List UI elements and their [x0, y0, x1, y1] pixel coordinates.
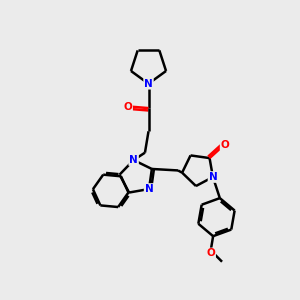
- Text: N: N: [144, 79, 153, 89]
- Text: N: N: [208, 172, 217, 182]
- Text: O: O: [206, 248, 215, 258]
- Text: N: N: [145, 184, 153, 194]
- Text: N: N: [129, 155, 138, 165]
- Text: O: O: [123, 102, 132, 112]
- Text: O: O: [220, 140, 230, 150]
